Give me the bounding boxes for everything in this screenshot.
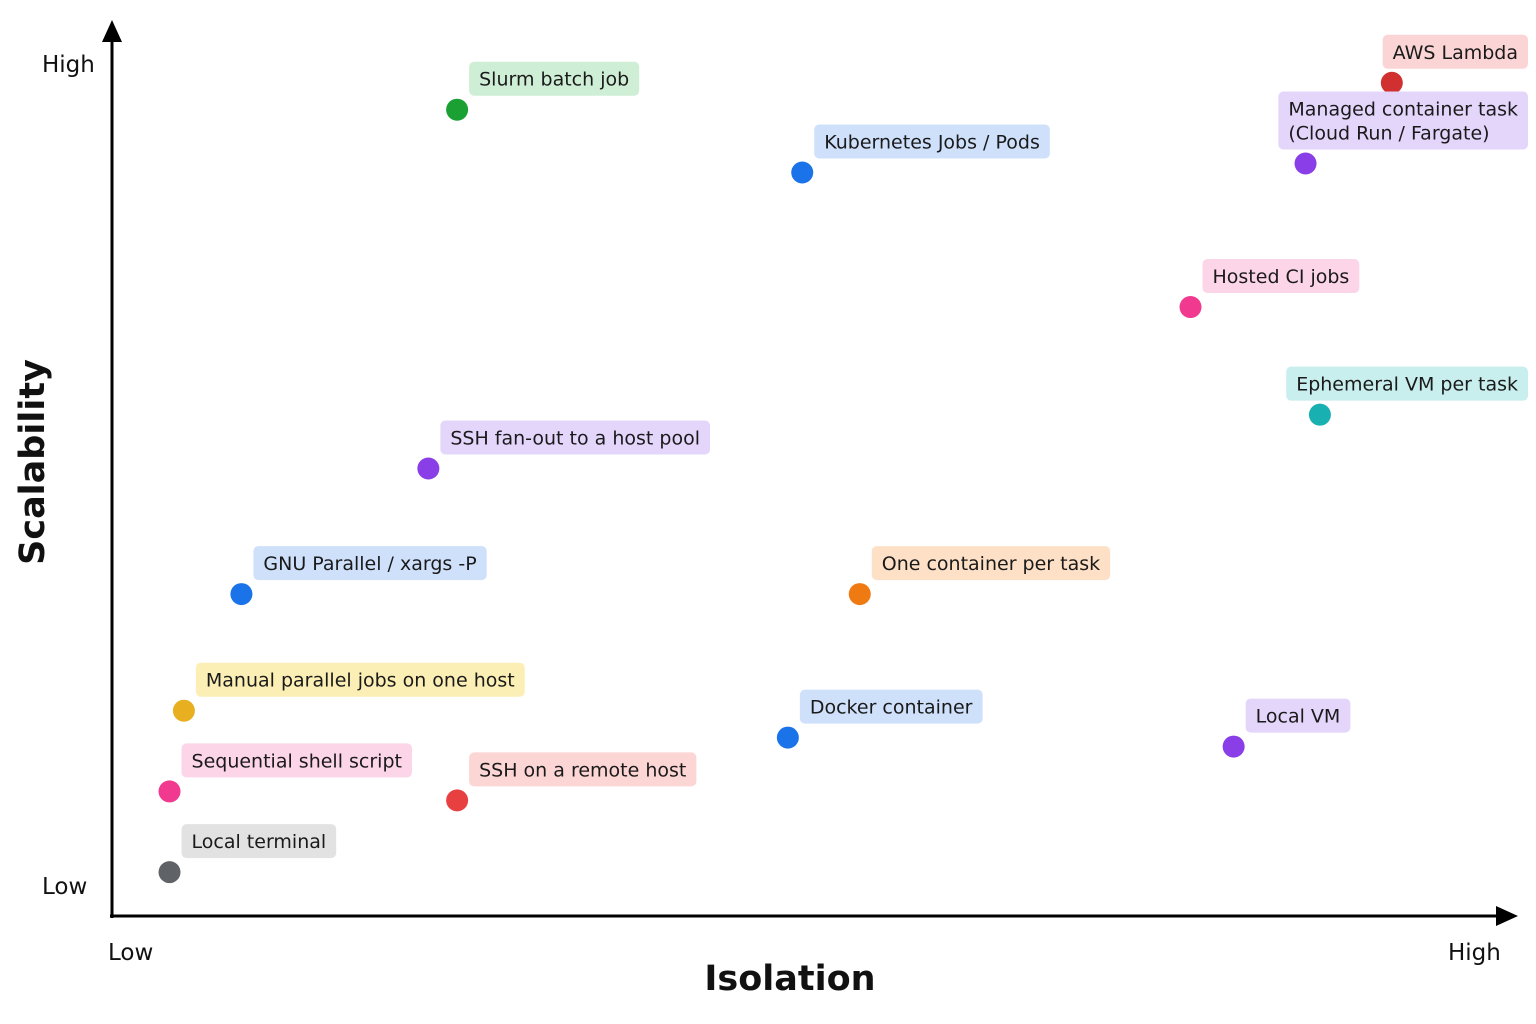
data-point-sequential-shell-script: Sequential shell script: [158, 743, 412, 803]
data-point-local-vm: Local VM: [1222, 698, 1351, 758]
point-label-box: [181, 743, 412, 778]
y-axis-title: Scalability: [13, 359, 53, 565]
point-label: Local VM: [1256, 706, 1341, 728]
data-point-kubernetes-jobs-pods: Kubernetes Jobs / Pods: [791, 124, 1050, 184]
axes: [102, 20, 1518, 926]
point-label: SSH on a remote host: [479, 759, 686, 781]
point-label-box: [469, 752, 697, 787]
point-marker: [1179, 296, 1202, 319]
data-point-ssh-fan-out-to-a-host-pool: SSH fan-out to a host pool: [417, 420, 711, 480]
point-marker: [1294, 152, 1317, 175]
data-point-one-container-per-task: One container per task: [848, 546, 1111, 606]
x-axis-title: Isolation: [704, 959, 875, 999]
point-label-box: [799, 689, 983, 724]
data-point-ephemeral-vm-per-task: Ephemeral VM per task: [1286, 366, 1528, 426]
point-marker: [172, 699, 195, 722]
point-label: Sequential shell script: [192, 750, 402, 772]
point-label-box: [814, 124, 1050, 159]
point-label-box: [469, 61, 640, 96]
point-label: Local terminal: [192, 831, 327, 853]
point-label: Ephemeral VM per task: [1296, 374, 1518, 396]
point-label-box: [1382, 34, 1528, 69]
point-marker: [1222, 735, 1245, 758]
point-marker: [776, 726, 799, 749]
point-label: GNU Parallel / xargs -P: [263, 553, 476, 575]
point-label-box: [1245, 698, 1351, 733]
point-label: SSH fan-out to a host pool: [450, 428, 700, 450]
point-label-box: [1286, 366, 1528, 401]
x-tick-label-low: Low: [108, 940, 153, 966]
point-label-box: [253, 546, 487, 581]
point-label-box: [871, 546, 1111, 581]
data-point-hosted-ci-jobs: Hosted CI jobs: [1179, 259, 1360, 319]
data-point-slurm-batch-job: Slurm batch job: [446, 61, 640, 121]
point-label-box: [181, 824, 337, 859]
data-point-managed-container-task-cloud-run-fargate: Managed container task (Cloud Run / Farga…: [1278, 91, 1528, 175]
point-marker: [446, 98, 469, 121]
point-marker: [1380, 71, 1403, 94]
point-label: Docker container: [810, 697, 973, 719]
point-label: One container per task: [882, 553, 1100, 575]
data-point-local-terminal: Local terminal: [158, 824, 337, 884]
data-point-docker-container: Docker container: [776, 689, 983, 749]
point-label: Hosted CI jobs: [1213, 266, 1350, 288]
data-point-gnu-parallel-xargs-p: GNU Parallel / xargs -P: [230, 546, 487, 606]
point-marker: [791, 161, 814, 184]
point-label: Slurm batch job: [479, 69, 629, 91]
point-marker: [446, 789, 469, 812]
point-label: Kubernetes Jobs / Pods: [824, 131, 1040, 153]
data-point-manual-parallel-jobs-on-one-host: Manual parallel jobs on one host: [172, 662, 525, 722]
point-label: Manual parallel jobs on one host: [206, 670, 515, 692]
point-label-box: [1278, 91, 1528, 150]
point-label-box: [1202, 259, 1360, 294]
point-label-box: [195, 662, 525, 697]
point-marker: [158, 780, 181, 803]
point-marker: [230, 583, 253, 606]
point-marker: [1308, 403, 1331, 426]
x-tick-label-high: High: [1448, 940, 1501, 966]
y-tick-label-low: Low: [42, 874, 87, 900]
data-points: AWS Lambda Slurm batch job Kubernetes Jobs…: [158, 34, 1528, 884]
point-label-box: [440, 420, 711, 455]
x-axis-arrowhead: [1496, 906, 1518, 926]
y-axis-arrowhead: [102, 20, 122, 42]
data-point-aws-lambda: AWS Lambda: [1380, 34, 1528, 94]
y-tick-label-high: High: [42, 52, 95, 78]
point-marker: [417, 457, 440, 480]
point-label: Managed container task (Cloud Run / Farga…: [1288, 99, 1518, 145]
data-point-ssh-on-a-remote-host: SSH on a remote host: [446, 752, 697, 812]
point-label: AWS Lambda: [1393, 42, 1518, 64]
point-marker: [848, 583, 871, 606]
point-marker: [158, 861, 181, 884]
